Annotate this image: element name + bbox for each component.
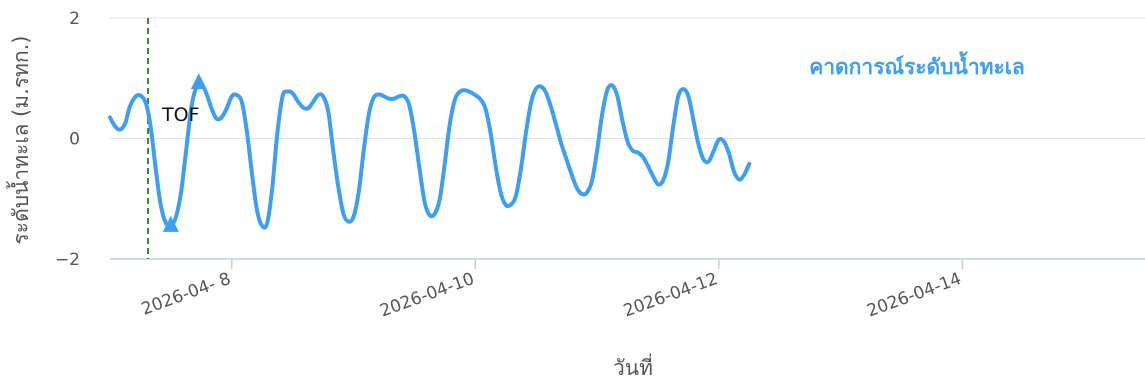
- x-tick-label: 2026-04-10: [377, 269, 477, 322]
- triangle-marker[interactable]: [162, 215, 179, 232]
- x-axis-title: วันที่: [613, 353, 653, 380]
- x-tick-label: 2026-04-14: [864, 269, 964, 322]
- triangle-marker[interactable]: [190, 73, 207, 90]
- series-label: คาดการณ์ระดับน้ำทะเล: [809, 51, 1025, 79]
- y-axis-ticks: 2 0 −2: [55, 9, 80, 270]
- y-axis-title: ระดับน้ำทะเล (ม.รทก.): [6, 36, 33, 245]
- markers: [162, 73, 207, 232]
- y-tick-label: −2: [55, 250, 80, 270]
- series-line-sea-level[interactable]: [108, 81, 752, 230]
- tof-annotation: TOF: [161, 104, 200, 126]
- y-tick-label: 2: [69, 9, 80, 29]
- y-tick-label: 0: [69, 130, 80, 150]
- x-tick-label: 2026-04-12: [621, 269, 721, 322]
- x-axis-ticks: 2026-04- 8 2026-04-10 2026-04-12 2026-04-14: [139, 259, 964, 321]
- x-tick-label: 2026-04- 8: [139, 269, 234, 320]
